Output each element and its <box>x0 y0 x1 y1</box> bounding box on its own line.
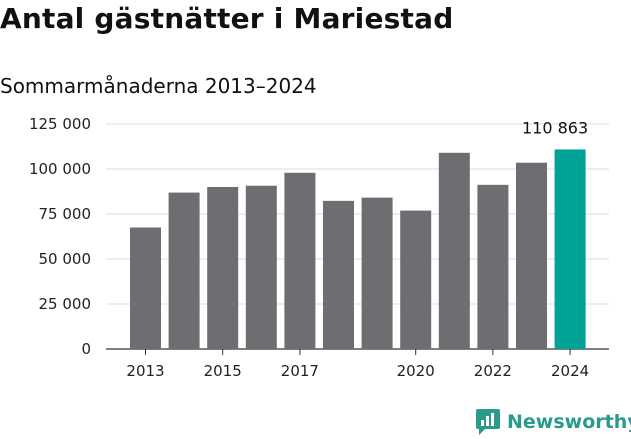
y-axis-ticks: 0 25 000 50 000 75 000 100 000 125 000 <box>29 115 91 358</box>
x-axis-ticks: 2013 2015 2017 2020 2022 2024 <box>126 349 589 380</box>
y-tick-label: 0 <box>81 340 91 358</box>
bar-2021 <box>438 152 470 349</box>
bar-2017 <box>284 172 316 349</box>
bar-2013 <box>130 227 161 349</box>
y-tick-label: 125 000 <box>29 115 91 133</box>
bars <box>130 149 586 349</box>
bar-2024 <box>554 149 586 349</box>
x-tick-label: 2017 <box>281 362 319 380</box>
bar-2015 <box>207 187 239 349</box>
x-tick-label: 2022 <box>474 362 512 380</box>
newsworthy-logo-icon <box>476 409 500 435</box>
x-tick-label: 2020 <box>397 362 435 380</box>
x-tick-label: 2024 <box>551 362 589 380</box>
y-tick-label: 50 000 <box>39 250 92 268</box>
data-label: 110 863 <box>522 118 588 137</box>
y-tick-label: 75 000 <box>39 205 92 223</box>
x-tick-label: 2013 <box>126 362 164 380</box>
chart-title: Antal gästnätter i Mariestad <box>0 2 454 35</box>
chart-subtitle: Sommarmånaderna 2013–2024 <box>0 74 317 98</box>
brand-name: Newsworthy <box>507 411 631 433</box>
bar-2019 <box>361 197 393 349</box>
bar-2022 <box>477 184 509 349</box>
y-tick-label: 25 000 <box>39 295 92 313</box>
bar-2014 <box>168 192 200 349</box>
x-tick-label: 2015 <box>204 362 242 380</box>
bar-2018 <box>323 200 354 349</box>
y-tick-label: 100 000 <box>29 160 91 178</box>
bar-2016 <box>245 185 277 349</box>
bar-2023 <box>516 162 547 349</box>
data-labels: 110 863 <box>522 118 588 137</box>
newsworthy-brand[interactable]: Newsworthy <box>475 406 631 438</box>
bar-2020 <box>400 210 432 349</box>
